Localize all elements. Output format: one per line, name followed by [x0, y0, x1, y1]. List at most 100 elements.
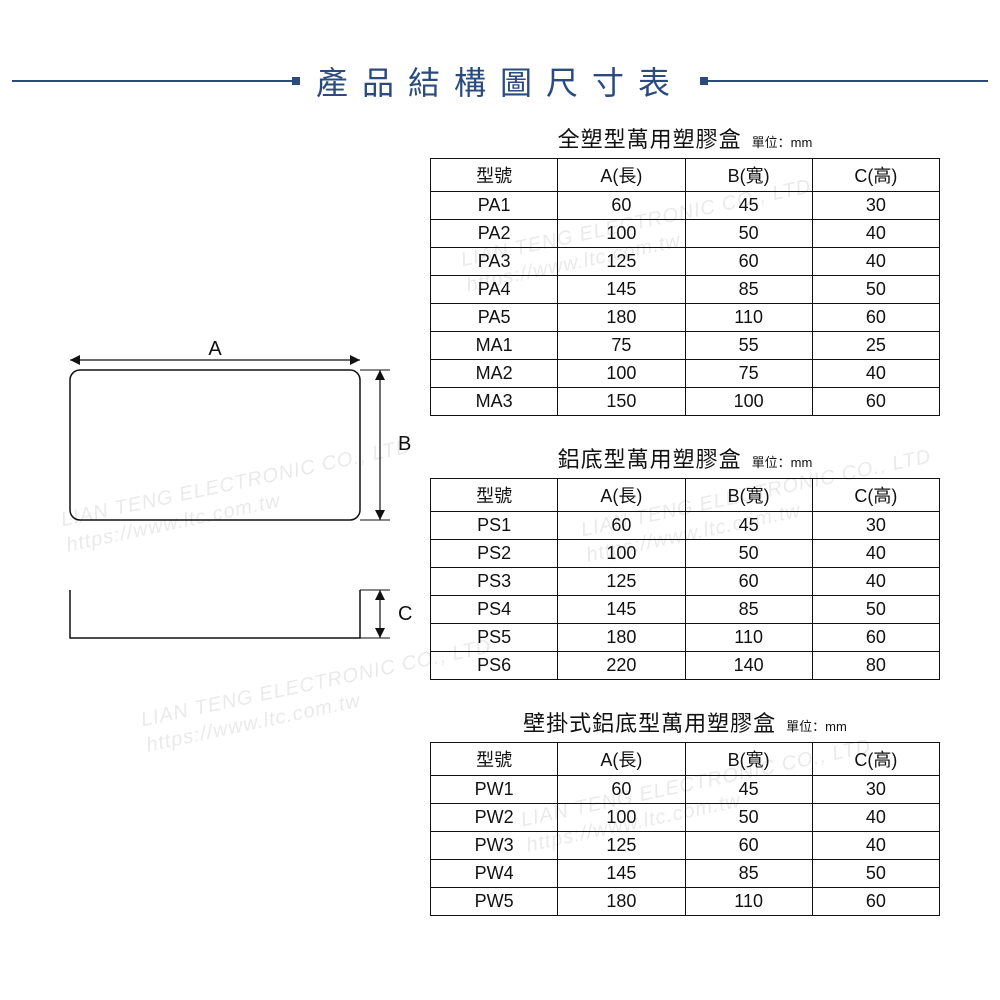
table-row: PA31256040: [431, 248, 940, 276]
table-header-cell: B(寬): [685, 743, 812, 776]
table-block: 鋁底型萬用塑膠盒單位：mm型號A(長)B(寬)C(高)PS1604530PS21…: [430, 442, 940, 680]
table-block: 全塑型萬用塑膠盒單位：mm型號A(長)B(寬)C(高)PA1604530PA21…: [430, 122, 940, 416]
table-cell: 50: [685, 804, 812, 832]
diagram-svg: A B C: [60, 340, 420, 700]
table-title: 鋁底型萬用塑膠盒: [558, 442, 742, 474]
label-c: C: [398, 603, 412, 625]
table-cell: PW3: [431, 832, 558, 860]
table-cell: MA3: [431, 388, 558, 416]
table-cell: 40: [812, 832, 939, 860]
table-cell: 40: [812, 360, 939, 388]
table-cell: 140: [685, 652, 812, 680]
table-cell: 145: [558, 596, 685, 624]
table-cell: 125: [558, 568, 685, 596]
table-cell: 50: [685, 540, 812, 568]
table-cell: PA5: [431, 304, 558, 332]
table-cell: 110: [685, 888, 812, 916]
table-unit: 單位：mm: [752, 452, 813, 471]
table-block: 壁掛式鋁底型萬用塑膠盒單位：mm型號A(長)B(寬)C(高)PW1604530P…: [430, 706, 940, 916]
label-b: B: [398, 433, 411, 455]
table-header-cell: 型號: [431, 743, 558, 776]
table-row: MA21007540: [431, 360, 940, 388]
table-cell: 60: [558, 776, 685, 804]
table-cell: PW2: [431, 804, 558, 832]
table-cell: 45: [685, 776, 812, 804]
table-header-cell: C(高): [812, 479, 939, 512]
table-cell: 50: [812, 860, 939, 888]
table-cell: 220: [558, 652, 685, 680]
table-cell: 180: [558, 624, 685, 652]
table-cell: 25: [812, 332, 939, 360]
table-cell: 60: [558, 192, 685, 220]
table-cell: 85: [685, 596, 812, 624]
table-cell: 125: [558, 248, 685, 276]
table-cell: 45: [685, 192, 812, 220]
table-cell: 100: [558, 360, 685, 388]
table-cell: PA3: [431, 248, 558, 276]
tables-area: 全塑型萬用塑膠盒單位：mm型號A(長)B(寬)C(高)PA1604530PA21…: [430, 122, 940, 942]
header-rule-left: [12, 80, 300, 82]
table-cell: PA4: [431, 276, 558, 304]
table-title-row: 鋁底型萬用塑膠盒單位：mm: [430, 442, 940, 474]
table-cell: 110: [685, 304, 812, 332]
table-cell: 55: [685, 332, 812, 360]
table-cell: 40: [812, 568, 939, 596]
table-cell: 85: [685, 860, 812, 888]
table-cell: 100: [558, 540, 685, 568]
table-unit: 單位：mm: [752, 132, 813, 151]
table-cell: PS5: [431, 624, 558, 652]
table-cell: 60: [812, 888, 939, 916]
table-row: PS1604530: [431, 512, 940, 540]
table-cell: PW1: [431, 776, 558, 804]
table-cell: PS4: [431, 596, 558, 624]
table-row: PW1604530: [431, 776, 940, 804]
table-header-cell: C(高): [812, 159, 939, 192]
table-row: MA1755525: [431, 332, 940, 360]
table-row: PW21005040: [431, 804, 940, 832]
table-row: MA315010060: [431, 388, 940, 416]
table-cell: 30: [812, 512, 939, 540]
table-header-cell: B(寬): [685, 479, 812, 512]
table-row: PA21005040: [431, 220, 940, 248]
table-cell: 60: [685, 568, 812, 596]
table-row: PW31256040: [431, 832, 940, 860]
table-row: PS31256040: [431, 568, 940, 596]
table-row: PW41458550: [431, 860, 940, 888]
table-cell: 145: [558, 276, 685, 304]
table-cell: 50: [812, 596, 939, 624]
table-cell: 125: [558, 832, 685, 860]
table-cell: PA2: [431, 220, 558, 248]
table-cell: 50: [812, 276, 939, 304]
table-cell: PS1: [431, 512, 558, 540]
table-cell: 80: [812, 652, 939, 680]
table-cell: 85: [685, 276, 812, 304]
table-cell: 75: [685, 360, 812, 388]
table-cell: 40: [812, 540, 939, 568]
table-cell: 100: [685, 388, 812, 416]
table-cell: 40: [812, 804, 939, 832]
table-cell: 100: [558, 804, 685, 832]
table-cell: PW5: [431, 888, 558, 916]
table-cell: 110: [685, 624, 812, 652]
table-row: PA1604530: [431, 192, 940, 220]
table-header-cell: A(長): [558, 743, 685, 776]
table-unit: 單位：mm: [786, 716, 847, 735]
table-cell: 60: [685, 248, 812, 276]
table-title: 全塑型萬用塑膠盒: [558, 122, 742, 154]
table-header-cell: A(長): [558, 479, 685, 512]
label-a: A: [208, 340, 222, 360]
table-cell: PS2: [431, 540, 558, 568]
table-cell: PW4: [431, 860, 558, 888]
table-cell: 60: [812, 304, 939, 332]
table-cell: 40: [812, 220, 939, 248]
table-title-row: 全塑型萬用塑膠盒單位：mm: [430, 122, 940, 154]
table-cell: PS6: [431, 652, 558, 680]
table-cell: 180: [558, 888, 685, 916]
table-cell: 30: [812, 776, 939, 804]
table-cell: 40: [812, 248, 939, 276]
table-row: PS518011060: [431, 624, 940, 652]
table-cell: 60: [558, 512, 685, 540]
table-row: PS21005040: [431, 540, 940, 568]
spec-table: 型號A(長)B(寬)C(高)PW1604530PW21005040PW31256…: [430, 742, 940, 916]
table-title-row: 壁掛式鋁底型萬用塑膠盒單位：mm: [430, 706, 940, 738]
